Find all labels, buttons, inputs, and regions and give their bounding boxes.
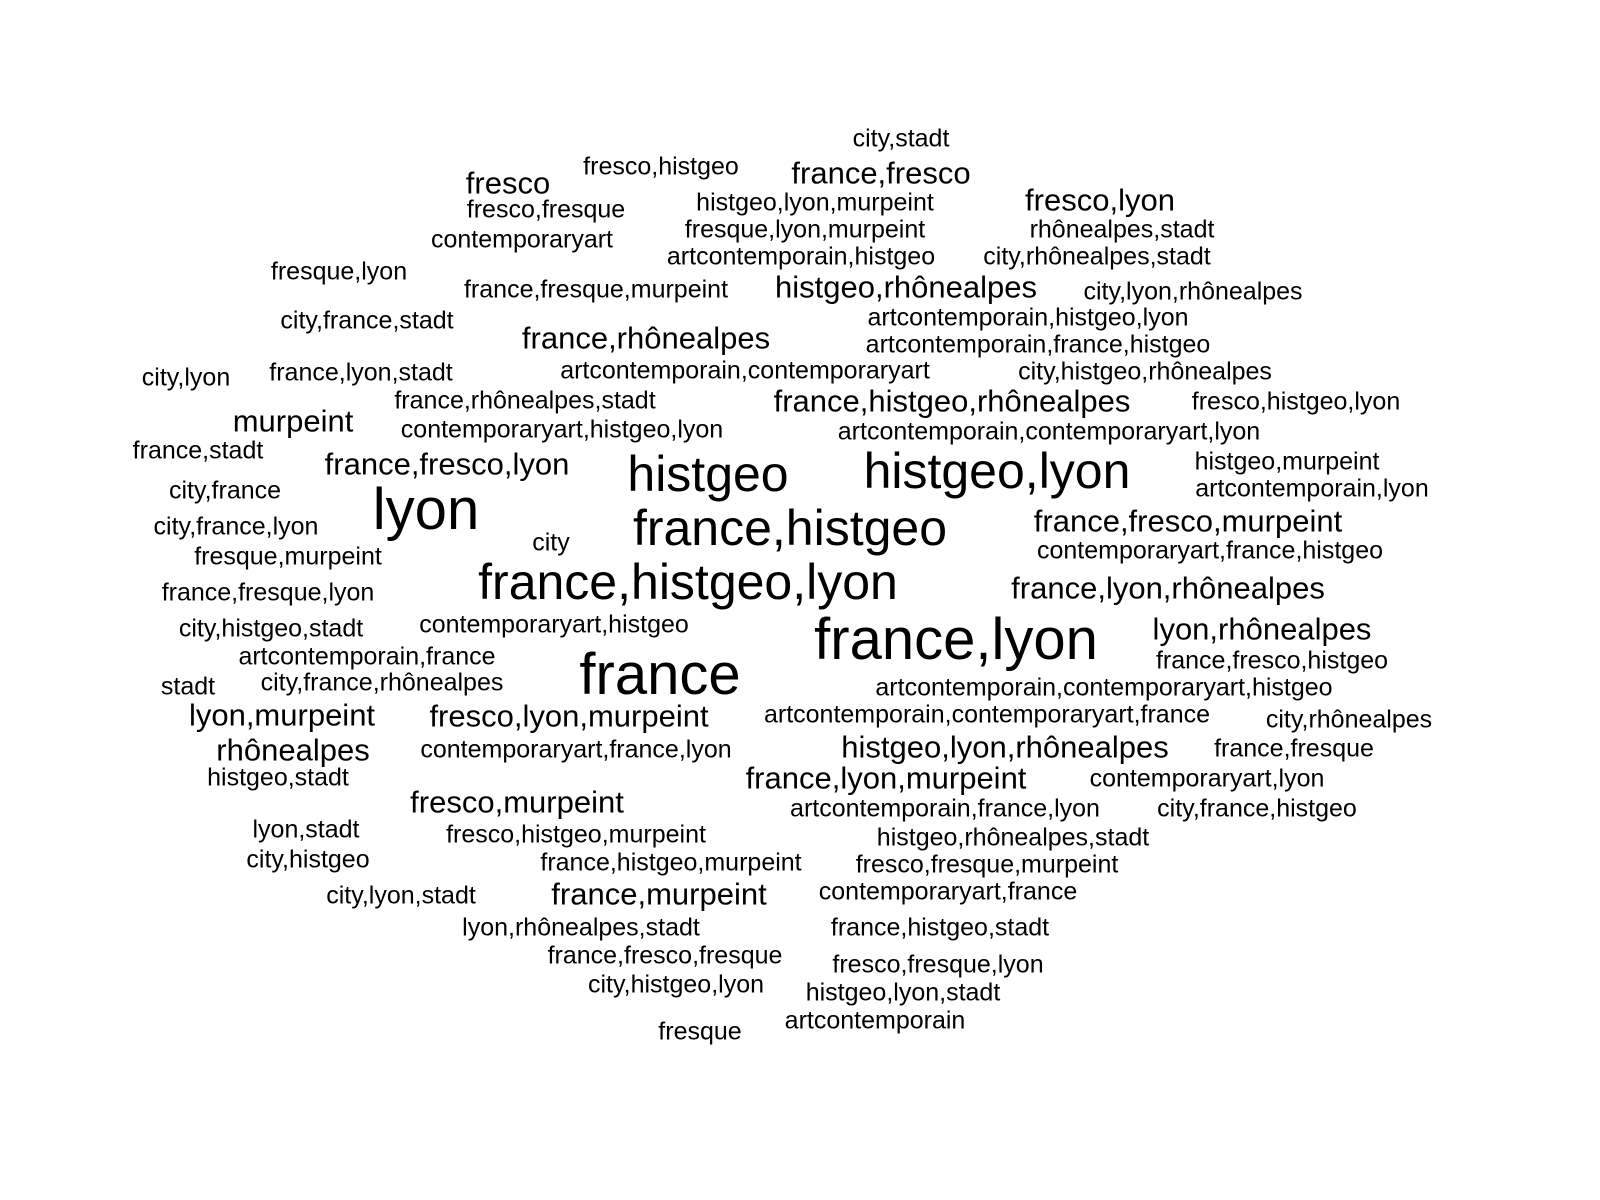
- cloud-word-france-histgeo-rhonealpes: france,histgeo,rhônealpes: [773, 383, 1131, 419]
- cloud-word-city-rhonealpes: city,rhônealpes: [1265, 705, 1433, 734]
- cloud-word-fresque-lyon-murpeint: fresque,lyon,murpeint: [684, 215, 926, 244]
- cloud-word-fresque-murpeint: fresque,murpeint: [194, 542, 382, 571]
- cloud-word-france: france: [579, 642, 741, 707]
- cloud-word-histgeo-lyon-stadt: histgeo,lyon,stadt: [805, 978, 1001, 1007]
- cloud-word-artcontemporain: artcontemporain: [784, 1006, 966, 1035]
- cloud-word-contemporaryart: contemporaryart: [430, 225, 614, 254]
- cloud-word-france-fresco-fresque: france,fresco,fresque: [547, 941, 783, 970]
- cloud-word-fresco-fresque-murpeint: fresco,fresque,murpeint: [855, 850, 1119, 879]
- cloud-word-histgeo-stadt: histgeo,stadt: [207, 763, 349, 792]
- cloud-word-artcontemporain-contemporaryart-histgeo: artcontemporain,contemporaryart,histgeo: [875, 673, 1333, 702]
- cloud-word-france-rhonealpes-stadt: france,rhônealpes,stadt: [394, 386, 656, 415]
- cloud-word-lyon-rhonealpes-stadt: lyon,rhônealpes,stadt: [462, 913, 700, 942]
- cloud-word-city: city: [532, 528, 570, 557]
- cloud-word-rhonealpes: rhônealpes: [216, 732, 370, 768]
- cloud-word-contemporaryart-france-lyon: contemporaryart,france,lyon: [420, 735, 732, 764]
- cloud-word-stadt: stadt: [160, 672, 216, 701]
- cloud-word-lyon-stadt: lyon,stadt: [252, 815, 360, 844]
- cloud-word-fresco-murpeint: fresco,murpeint: [410, 784, 624, 820]
- cloud-word-france-fresco: france,fresco: [791, 155, 971, 191]
- cloud-word-histgeo-lyon: histgeo,lyon: [863, 443, 1131, 499]
- cloud-word-rhonealpes-stadt: rhônealpes,stadt: [1029, 215, 1215, 244]
- cloud-word-france-rhonealpes: france,rhônealpes: [521, 320, 771, 356]
- cloud-word-fresco-histgeo-murpeint: fresco,histgeo,murpeint: [446, 820, 706, 849]
- cloud-word-france-histgeo-lyon: france,histgeo,lyon: [478, 554, 898, 610]
- cloud-word-france-fresco-lyon: france,fresco,lyon: [324, 446, 570, 482]
- cloud-word-city-rhonealpes-stadt: city,rhônealpes,stadt: [983, 242, 1211, 271]
- cloud-word-artcontemporain-contemporaryart-lyon: artcontemporain,contemporaryart,lyon: [837, 417, 1261, 446]
- cloud-word-france-histgeo-murpeint: france,histgeo,murpeint: [540, 848, 802, 877]
- cloud-word-histgeo: histgeo: [627, 446, 789, 502]
- cloud-word-fresco-histgeo-lyon: fresco,histgeo,lyon: [1191, 387, 1401, 416]
- cloud-word-city-stadt: city,stadt: [852, 124, 950, 153]
- cloud-word-histgeo-lyon-murpeint: histgeo,lyon,murpeint: [696, 188, 934, 217]
- cloud-word-contemporaryart-lyon: contemporaryart,lyon: [1089, 764, 1325, 793]
- cloud-word-city-lyon-stadt: city,lyon,stadt: [326, 881, 476, 910]
- cloud-word-france-lyon-stadt: france,lyon,stadt: [269, 358, 453, 387]
- cloud-word-fresco: fresco: [465, 165, 551, 201]
- cloud-word-lyon-rhonealpes: lyon,rhônealpes: [1152, 611, 1372, 647]
- cloud-word-city-histgeo-rhonealpes: city,histgeo,rhônealpes: [1018, 357, 1272, 386]
- cloud-word-fresco-fresque: fresco,fresque: [466, 195, 626, 224]
- cloud-word-fresco-histgeo: fresco,histgeo: [583, 152, 739, 181]
- cloud-word-contemporaryart-histgeo: contemporaryart,histgeo: [419, 610, 689, 639]
- cloud-word-histgeo-murpeint: histgeo,murpeint: [1194, 447, 1380, 476]
- cloud-word-fresque-lyon: fresque,lyon: [270, 257, 408, 286]
- cloud-word-contemporaryart-france-histgeo: contemporaryart,france,histgeo: [1036, 536, 1384, 565]
- cloud-word-france-lyon-rhonealpes: france,lyon,rhônealpes: [1011, 570, 1325, 606]
- cloud-word-lyon: lyon: [372, 477, 480, 542]
- cloud-word-city-histgeo: city,histgeo: [246, 845, 370, 874]
- cloud-word-france-lyon-murpeint: france,lyon,murpeint: [745, 760, 1027, 796]
- cloud-word-france-histgeo: france,histgeo: [632, 500, 948, 556]
- cloud-word-city-france: city,france: [168, 476, 282, 505]
- cloud-word-fresco-fresque-lyon: fresco,fresque,lyon: [832, 950, 1044, 979]
- cloud-word-artcontemporain-contemporaryart-france: artcontemporain,contemporaryart,france: [763, 700, 1211, 729]
- cloud-word-histgeo-rhonealpes-stadt: histgeo,rhônealpes,stadt: [876, 823, 1150, 852]
- cloud-word-france-murpeint: france,murpeint: [551, 876, 767, 912]
- cloud-word-artcontemporain-france: artcontemporain,france: [238, 642, 496, 671]
- cloud-word-city-lyon: city,lyon: [141, 363, 231, 392]
- cloud-word-fresque: fresque: [658, 1017, 742, 1046]
- cloud-word-city-lyon-rhonealpes: city,lyon,rhônealpes: [1083, 277, 1303, 306]
- cloud-word-city-france-rhonealpes: city,france,rhônealpes: [260, 668, 504, 697]
- cloud-word-france-fresco-histgeo: france,fresco,histgeo: [1155, 646, 1389, 675]
- cloud-word-france-fresque: france,fresque: [1214, 734, 1374, 763]
- cloud-word-contemporaryart-france: contemporaryart,france: [818, 877, 1078, 906]
- cloud-word-city-france-lyon: city,france,lyon: [153, 512, 319, 541]
- cloud-word-fresco-lyon-murpeint: fresco,lyon,murpeint: [429, 698, 709, 734]
- cloud-word-france-stadt: france,stadt: [132, 436, 264, 465]
- cloud-word-artcontemporain-histgeo: artcontemporain,histgeo: [666, 242, 936, 271]
- cloud-word-france-histgeo-stadt: france,histgeo,stadt: [830, 913, 1050, 942]
- cloud-word-artcontemporain-france-lyon: artcontemporain,france,lyon: [790, 794, 1100, 823]
- cloud-word-france-fresque-murpeint: france,fresque,murpeint: [463, 275, 729, 304]
- cloud-word-histgeo-rhonealpes: histgeo,rhônealpes: [775, 269, 1037, 305]
- cloud-word-contemporaryart-histgeo-lyon: contemporaryart,histgeo,lyon: [400, 415, 724, 444]
- cloud-word-city-histgeo-lyon: city,histgeo,lyon: [587, 970, 765, 999]
- cloud-word-murpeint: murpeint: [232, 403, 354, 439]
- cloud-word-france-fresque-lyon: france,fresque,lyon: [161, 578, 375, 607]
- cloud-word-lyon-murpeint: lyon,murpeint: [188, 697, 376, 733]
- cloud-word-artcontemporain-lyon: artcontemporain,lyon: [1195, 474, 1429, 503]
- cloud-word-france-fresco-murpeint: france,fresco,murpeint: [1033, 503, 1343, 539]
- cloud-word-histgeo-lyon-rhonealpes: histgeo,lyon,rhônealpes: [841, 729, 1169, 765]
- cloud-word-fresco-lyon: fresco,lyon: [1025, 182, 1175, 218]
- cloud-word-artcontemporain-france-histgeo: artcontemporain,france,histgeo: [865, 330, 1211, 359]
- cloud-word-city-histgeo-stadt: city,histgeo,stadt: [178, 614, 364, 643]
- cloud-word-artcontemporain-histgeo-lyon: artcontemporain,histgeo,lyon: [867, 303, 1189, 332]
- cloud-word-city-france-histgeo: city,france,histgeo: [1157, 794, 1357, 823]
- cloud-word-city-france-stadt: city,france,stadt: [280, 306, 454, 335]
- cloud-word-france-lyon: france,lyon: [814, 607, 1098, 672]
- cloud-word-artcontemporain-contemporaryart: artcontemporain,contemporaryart: [560, 356, 930, 385]
